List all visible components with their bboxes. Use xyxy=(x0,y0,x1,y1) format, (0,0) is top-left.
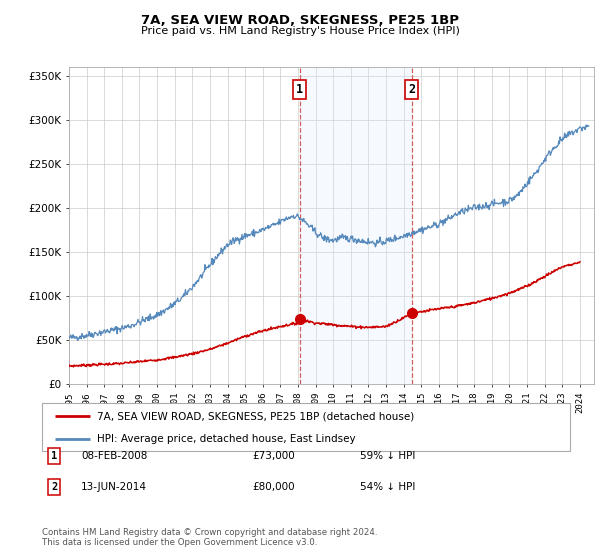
FancyBboxPatch shape xyxy=(42,403,570,451)
Text: 7A, SEA VIEW ROAD, SKEGNESS, PE25 1BP: 7A, SEA VIEW ROAD, SKEGNESS, PE25 1BP xyxy=(141,14,459,27)
Bar xyxy=(300,67,412,384)
Text: 2: 2 xyxy=(408,83,415,96)
Text: Price paid vs. HM Land Registry's House Price Index (HPI): Price paid vs. HM Land Registry's House … xyxy=(140,26,460,36)
Text: 1: 1 xyxy=(51,451,57,461)
Text: 2: 2 xyxy=(51,482,57,492)
Text: £73,000: £73,000 xyxy=(252,451,295,461)
Text: 1: 1 xyxy=(296,83,304,96)
Text: Contains HM Land Registry data © Crown copyright and database right 2024.: Contains HM Land Registry data © Crown c… xyxy=(42,528,377,536)
Text: 13-JUN-2014: 13-JUN-2014 xyxy=(81,482,147,492)
Text: 7A, SEA VIEW ROAD, SKEGNESS, PE25 1BP (detached house): 7A, SEA VIEW ROAD, SKEGNESS, PE25 1BP (d… xyxy=(97,411,415,421)
Text: £80,000: £80,000 xyxy=(252,482,295,492)
Text: 08-FEB-2008: 08-FEB-2008 xyxy=(81,451,148,461)
Text: 54% ↓ HPI: 54% ↓ HPI xyxy=(360,482,415,492)
Text: This data is licensed under the Open Government Licence v3.0.: This data is licensed under the Open Gov… xyxy=(42,538,317,547)
Text: 59% ↓ HPI: 59% ↓ HPI xyxy=(360,451,415,461)
Text: HPI: Average price, detached house, East Lindsey: HPI: Average price, detached house, East… xyxy=(97,434,356,444)
